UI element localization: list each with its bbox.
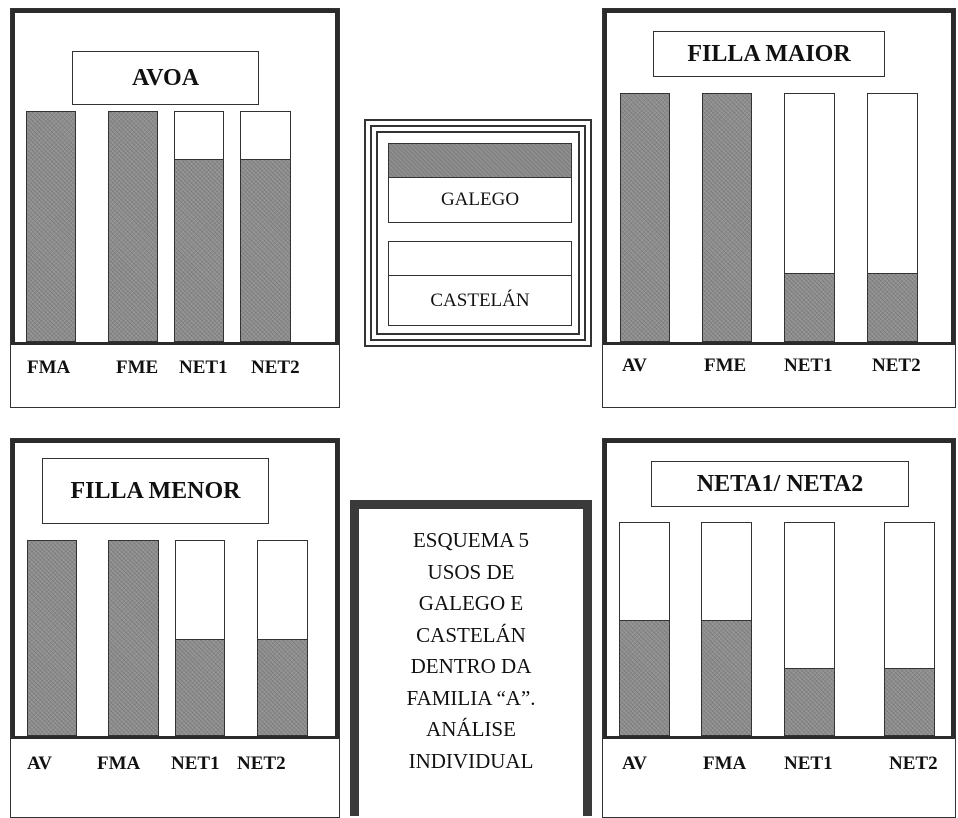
x-label-net2: NET2 — [237, 753, 286, 774]
chart-plot-area — [603, 439, 955, 739]
bar-net2 — [884, 522, 935, 736]
bar-fma — [26, 111, 76, 342]
bar-galego-fill — [620, 619, 669, 735]
x-label-net1: NET1 — [784, 753, 833, 774]
bar-galego-fill — [621, 94, 669, 341]
bar-net1 — [784, 522, 835, 736]
bar-net1 — [175, 540, 225, 736]
x-label-net1: NET1 — [171, 753, 220, 774]
caption-line: DENTRO DA — [410, 654, 532, 678]
chart-plot-area — [11, 9, 339, 345]
x-label-net1: NET1 — [179, 357, 228, 378]
caption-line: ESQUEMA 5 — [412, 528, 530, 552]
chart-plot-area — [11, 439, 339, 739]
chart-title: FILLA MAIOR — [653, 31, 885, 77]
x-label-fma: FMA — [97, 753, 141, 774]
legend-frame — [370, 125, 586, 341]
chart-title: NETA1/ NETA2 — [651, 461, 909, 507]
x-label-net1: NET1 — [784, 355, 833, 376]
bar-galego-fill — [785, 668, 834, 735]
bar-galego-fill — [28, 541, 76, 735]
legend-label-castelan: CASTELÁN — [388, 275, 572, 326]
x-label-net2: NET2 — [889, 753, 938, 774]
bar-galego-fill — [109, 541, 158, 735]
bar-galego-fill — [702, 619, 751, 735]
chart-title: AVOA — [72, 51, 259, 105]
legend-swatch-castelan — [388, 241, 572, 276]
bar-galego-fill — [785, 273, 834, 341]
caption-line: INDIVIDUAL — [408, 748, 534, 773]
bar-fme — [702, 93, 752, 342]
bar-galego-fill — [258, 638, 307, 735]
chart-panel-neta1-neta2: NETA1/ NETA2 AV FMA NET1 NET2 — [602, 438, 956, 818]
x-label-fme: FME — [116, 357, 159, 378]
legend-swatch-galego — [388, 143, 572, 178]
x-label-fma: FMA — [27, 357, 71, 378]
bar-galego-fill — [27, 112, 75, 341]
bar-galego-fill — [868, 273, 917, 341]
x-label-net2: NET2 — [872, 355, 921, 376]
bar-galego-fill — [176, 638, 224, 735]
bar-galego-fill — [175, 159, 223, 341]
chart-title: FILLA MENOR — [42, 458, 269, 524]
x-label-av: AV — [622, 355, 647, 376]
bar-av — [620, 93, 670, 342]
bar-av — [27, 540, 77, 736]
bar-net1 — [174, 111, 224, 342]
caption-line: USOS DE — [427, 559, 515, 584]
bar-net2 — [867, 93, 918, 342]
x-label-net2: NET2 — [251, 357, 300, 378]
caption-line: GALEGO E — [418, 591, 524, 615]
caption-line: CASTELÁN — [416, 622, 526, 647]
bar-av — [619, 522, 670, 736]
bar-fma — [701, 522, 752, 736]
bar-galego-fill — [703, 94, 751, 341]
bar-net1 — [784, 93, 835, 342]
legend-box: GALEGO CASTELÁN — [364, 119, 592, 347]
chart-panel-filla-menor: FILLA MENOR AV FMA NET1 NET2 — [10, 438, 340, 818]
bar-net2 — [240, 111, 291, 342]
x-label-av: AV — [622, 753, 647, 774]
x-label-av: AV — [27, 753, 52, 774]
bar-galego-fill — [885, 668, 934, 735]
bar-fme — [108, 111, 158, 342]
chart-plot-area — [603, 9, 955, 345]
chart-panel-avoa: AVOA FMA FME NET1 NET2 — [10, 8, 340, 408]
bar-net2 — [257, 540, 308, 736]
diagram-caption: ESQUEMA 5 USOS DE GALEGO E CASTELÁN DENT… — [350, 500, 592, 816]
bar-galego-fill — [241, 159, 290, 341]
caption-line: FAMILIA “A”. — [406, 685, 536, 710]
caption-line: ANÁLISE — [426, 717, 516, 741]
bar-fma — [108, 540, 159, 736]
chart-panel-filla-maior: FILLA MAIOR AV FME NET1 NET2 — [602, 8, 956, 408]
bar-galego-fill — [109, 112, 157, 341]
x-label-fma: FMA — [703, 753, 747, 774]
legend-frame-inner — [376, 131, 580, 335]
legend-label-galego: GALEGO — [388, 177, 572, 223]
x-label-fme: FME — [704, 355, 747, 376]
